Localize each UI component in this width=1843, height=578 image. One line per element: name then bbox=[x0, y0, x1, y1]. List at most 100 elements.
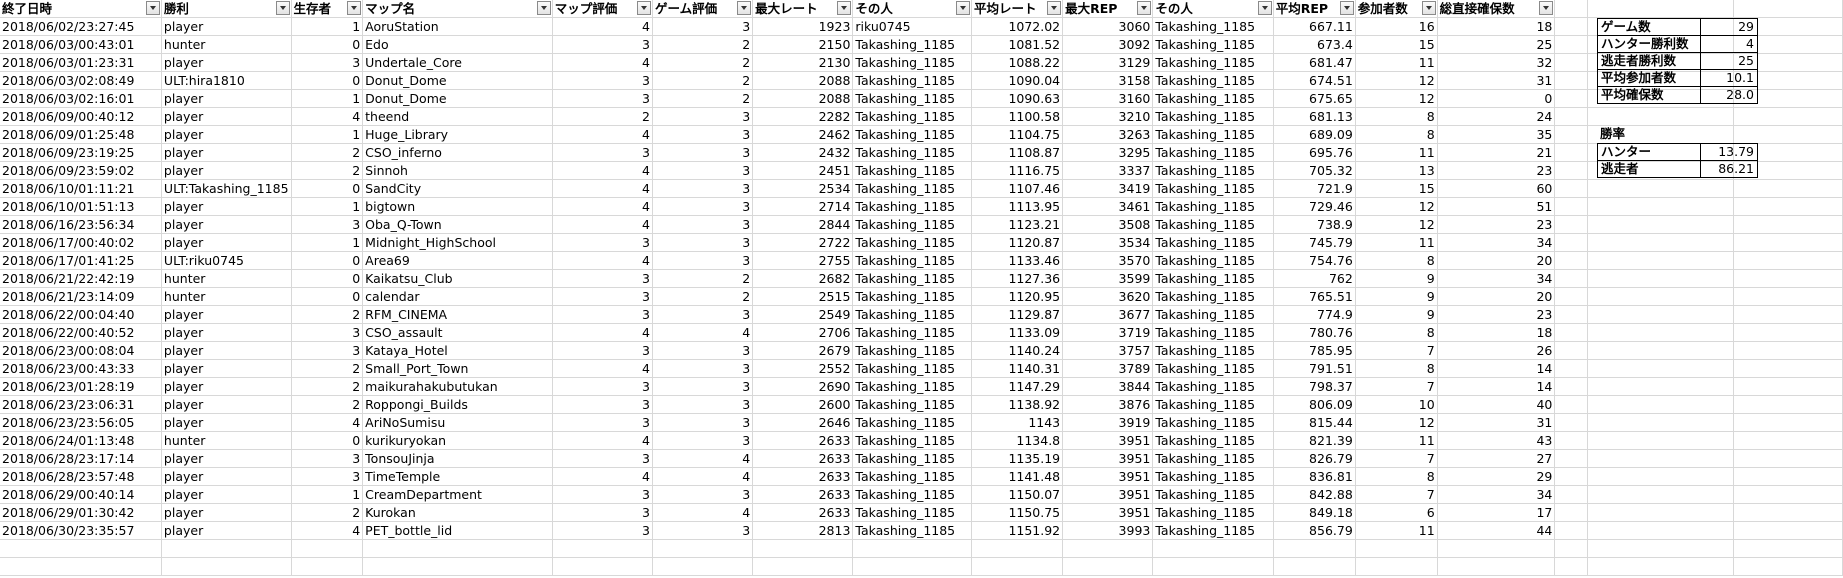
cell-max-rep[interactable]: 3160 bbox=[1062, 89, 1154, 109]
empty-cell[interactable] bbox=[971, 539, 1064, 559]
empty-cell[interactable] bbox=[1733, 0, 1843, 19]
cell-winner[interactable]: player bbox=[161, 233, 292, 253]
cell-max-rate-player[interactable]: Takashing_1185 bbox=[852, 395, 972, 415]
cell-game-rating[interactable]: 3 bbox=[652, 395, 754, 415]
cell-max-rate[interactable]: 2633 bbox=[752, 449, 854, 469]
cell-max-rep[interactable]: 3677 bbox=[1062, 305, 1154, 325]
cell-game-rating[interactable]: 3 bbox=[652, 107, 754, 127]
cell-max-rep[interactable]: 3263 bbox=[1062, 125, 1154, 145]
cell-max-rate-player[interactable]: Takashing_1185 bbox=[852, 197, 972, 217]
empty-cell[interactable] bbox=[1554, 269, 1589, 289]
empty-cell[interactable] bbox=[1733, 215, 1843, 235]
cell-avg-rate[interactable]: 1147.29 bbox=[971, 377, 1064, 397]
empty-cell[interactable] bbox=[1587, 341, 1734, 361]
cell-max-rep[interactable]: 3060 bbox=[1062, 17, 1154, 37]
empty-cell[interactable] bbox=[291, 557, 364, 577]
empty-cell[interactable] bbox=[852, 539, 972, 559]
cell-winner[interactable]: hunter bbox=[161, 269, 292, 289]
empty-cell[interactable] bbox=[1554, 0, 1589, 19]
cell-winner[interactable]: player bbox=[161, 485, 292, 505]
filter-dropdown-icon[interactable] bbox=[737, 1, 752, 15]
cell-map-name[interactable]: TimeTemple bbox=[362, 467, 553, 487]
cell-map-name[interactable]: Huge_Library bbox=[362, 125, 553, 145]
cell-avg-rate[interactable]: 1088.22 bbox=[971, 53, 1064, 73]
cell-max-rate[interactable]: 2534 bbox=[752, 179, 854, 199]
cell-avg-rep[interactable]: 705.32 bbox=[1273, 161, 1356, 181]
cell-survivors[interactable]: 2 bbox=[291, 305, 364, 325]
cell-map-name[interactable]: bigtown bbox=[362, 197, 553, 217]
cell-avg-rep[interactable]: 689.09 bbox=[1273, 125, 1356, 145]
header-survivors[interactable]: 生存者 bbox=[291, 0, 364, 19]
summary-label[interactable]: ゲーム数 bbox=[1597, 17, 1701, 36]
cell-map-rating[interactable]: 4 bbox=[552, 215, 653, 235]
header-avg-rate[interactable]: 平均レート bbox=[971, 0, 1064, 19]
cell-map-name[interactable]: Kaikatsu_Club bbox=[362, 269, 553, 289]
cell-winner[interactable]: hunter bbox=[161, 287, 292, 307]
summary-value[interactable]: 10.1 bbox=[1700, 68, 1758, 87]
empty-cell[interactable] bbox=[1733, 287, 1843, 307]
empty-cell[interactable] bbox=[161, 539, 292, 559]
empty-cell[interactable] bbox=[1733, 557, 1843, 577]
cell-max-rep-player[interactable]: Takashing_1185 bbox=[1152, 251, 1274, 271]
cell-avg-rep[interactable]: 849.18 bbox=[1273, 503, 1356, 523]
cell-end-time[interactable]: 2018/06/17/01:41:25 bbox=[0, 251, 162, 271]
cell-game-rating[interactable]: 2 bbox=[652, 287, 754, 307]
cell-map-rating[interactable]: 3 bbox=[552, 413, 653, 433]
empty-cell[interactable] bbox=[1554, 233, 1589, 253]
cell-survivors[interactable]: 0 bbox=[291, 179, 364, 199]
cell-map-rating[interactable]: 4 bbox=[552, 359, 653, 379]
cell-game-rating[interactable]: 3 bbox=[652, 161, 754, 181]
empty-cell[interactable] bbox=[1554, 377, 1589, 397]
cell-end-time[interactable]: 2018/06/29/01:30:42 bbox=[0, 503, 162, 523]
cell-avg-rep[interactable]: 667.11 bbox=[1273, 17, 1356, 37]
cell-total-captures[interactable]: 14 bbox=[1437, 377, 1556, 397]
cell-avg-rep[interactable]: 673.4 bbox=[1273, 35, 1356, 55]
cell-avg-rate[interactable]: 1133.46 bbox=[971, 251, 1064, 271]
cell-end-time[interactable]: 2018/06/23/01:28:19 bbox=[0, 377, 162, 397]
cell-max-rep[interactable]: 3951 bbox=[1062, 467, 1154, 487]
cell-end-time[interactable]: 2018/06/24/01:13:48 bbox=[0, 431, 162, 451]
cell-avg-rate[interactable]: 1150.07 bbox=[971, 485, 1064, 505]
filter-dropdown-icon[interactable] bbox=[275, 1, 290, 15]
cell-game-rating[interactable]: 4 bbox=[652, 323, 754, 343]
cell-survivors[interactable]: 0 bbox=[291, 35, 364, 55]
cell-max-rate-player[interactable]: Takashing_1185 bbox=[852, 269, 972, 289]
cell-game-rating[interactable]: 4 bbox=[652, 503, 754, 523]
cell-max-rep[interactable]: 3570 bbox=[1062, 251, 1154, 271]
cell-max-rep[interactable]: 3757 bbox=[1062, 341, 1154, 361]
cell-max-rep-player[interactable]: Takashing_1185 bbox=[1152, 377, 1274, 397]
cell-participants[interactable]: 6 bbox=[1355, 503, 1438, 523]
cell-participants[interactable]: 10 bbox=[1355, 395, 1438, 415]
cell-max-rate-player[interactable]: Takashing_1185 bbox=[852, 485, 972, 505]
cell-max-rate[interactable]: 2679 bbox=[752, 341, 854, 361]
cell-avg-rep[interactable]: 785.95 bbox=[1273, 341, 1356, 361]
empty-cell[interactable] bbox=[1554, 179, 1589, 199]
empty-cell[interactable] bbox=[1587, 359, 1734, 379]
cell-avg-rate[interactable]: 1116.75 bbox=[971, 161, 1064, 181]
cell-end-time[interactable]: 2018/06/28/23:57:48 bbox=[0, 467, 162, 487]
empty-cell[interactable] bbox=[1733, 17, 1843, 37]
empty-cell[interactable] bbox=[552, 557, 653, 577]
cell-max-rate-player[interactable]: Takashing_1185 bbox=[852, 413, 972, 433]
empty-cell[interactable] bbox=[1554, 89, 1589, 109]
cell-max-rep-player[interactable]: Takashing_1185 bbox=[1152, 413, 1274, 433]
cell-game-rating[interactable]: 3 bbox=[652, 17, 754, 37]
cell-total-captures[interactable]: 51 bbox=[1437, 197, 1556, 217]
cell-max-rate[interactable]: 2706 bbox=[752, 323, 854, 343]
cell-total-captures[interactable]: 20 bbox=[1437, 251, 1556, 271]
cell-max-rate-player[interactable]: riku0745 bbox=[852, 17, 972, 37]
cell-avg-rep[interactable]: 806.09 bbox=[1273, 395, 1356, 415]
cell-participants[interactable]: 8 bbox=[1355, 251, 1438, 271]
cell-map-rating[interactable]: 3 bbox=[552, 305, 653, 325]
cell-avg-rep[interactable]: 674.51 bbox=[1273, 71, 1356, 91]
cell-max-rep-player[interactable]: Takashing_1185 bbox=[1152, 35, 1274, 55]
cell-max-rate-player[interactable]: Takashing_1185 bbox=[852, 467, 972, 487]
cell-max-rate[interactable]: 2690 bbox=[752, 377, 854, 397]
cell-total-captures[interactable]: 24 bbox=[1437, 107, 1556, 127]
cell-avg-rep[interactable]: 754.76 bbox=[1273, 251, 1356, 271]
empty-cell[interactable] bbox=[1587, 557, 1734, 577]
empty-cell[interactable] bbox=[552, 539, 653, 559]
empty-cell[interactable] bbox=[1587, 269, 1734, 289]
summary-label[interactable]: 平均確保数 bbox=[1597, 85, 1701, 104]
empty-cell[interactable] bbox=[1733, 143, 1843, 163]
